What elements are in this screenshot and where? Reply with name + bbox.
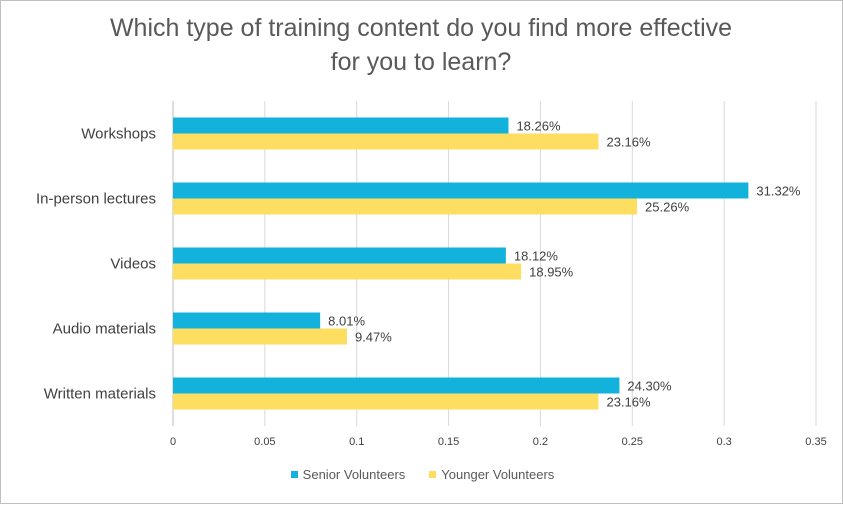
x-tick-label: 0.05 (254, 436, 275, 448)
data-label: 31.32% (756, 184, 801, 199)
data-label: 18.95% (529, 265, 574, 280)
x-tick-label: 0.3 (716, 436, 731, 448)
data-label: 23.16% (606, 395, 651, 410)
category-label: Videos (110, 256, 156, 273)
legend-swatch-younger (429, 471, 437, 478)
legend-label-younger: Younger Volunteers (441, 467, 555, 482)
chart-title: Which type of training content do you fi… (61, 11, 781, 79)
data-label: 9.47% (355, 330, 392, 345)
chart-legend: Senior Volunteers Younger Volunteers (1, 467, 843, 482)
data-label: 8.01% (328, 314, 365, 329)
bar (173, 247, 506, 264)
category-label: Written materials (44, 386, 156, 403)
x-tick-label: 0.35 (805, 436, 826, 448)
bar (173, 198, 638, 215)
bar (173, 312, 321, 329)
legend-swatch-senior (290, 471, 298, 478)
x-tick-label: 0.1 (349, 436, 364, 448)
chart-title-line-1: Which type of training content do you fi… (109, 14, 733, 42)
x-tick-label: 0.25 (622, 436, 643, 448)
legend-item-senior: Senior Volunteers (290, 467, 406, 482)
x-tick-label: 0 (170, 436, 176, 448)
x-tick-label: 0.2 (533, 436, 548, 448)
bar (173, 133, 599, 150)
bar (173, 263, 522, 280)
category-label: Workshops (81, 126, 156, 143)
x-tick-label: 0.15 (438, 436, 459, 448)
bar (173, 182, 749, 199)
bar (173, 377, 620, 394)
chart-title-line-2: for you to learn? (330, 48, 512, 76)
data-label: 18.26% (516, 119, 561, 134)
data-label: 25.26% (645, 200, 690, 215)
bar (173, 117, 509, 134)
legend-item-younger: Younger Volunteers (429, 467, 554, 482)
legend-label-senior: Senior Volunteers (302, 467, 406, 482)
data-label: 23.16% (606, 135, 651, 150)
bar (173, 393, 599, 410)
category-label: In-person lectures (36, 191, 156, 208)
data-label: 18.12% (514, 249, 559, 264)
bar (173, 328, 347, 345)
data-label: 24.30% (627, 379, 672, 394)
category-label: Audio materials (53, 321, 156, 338)
